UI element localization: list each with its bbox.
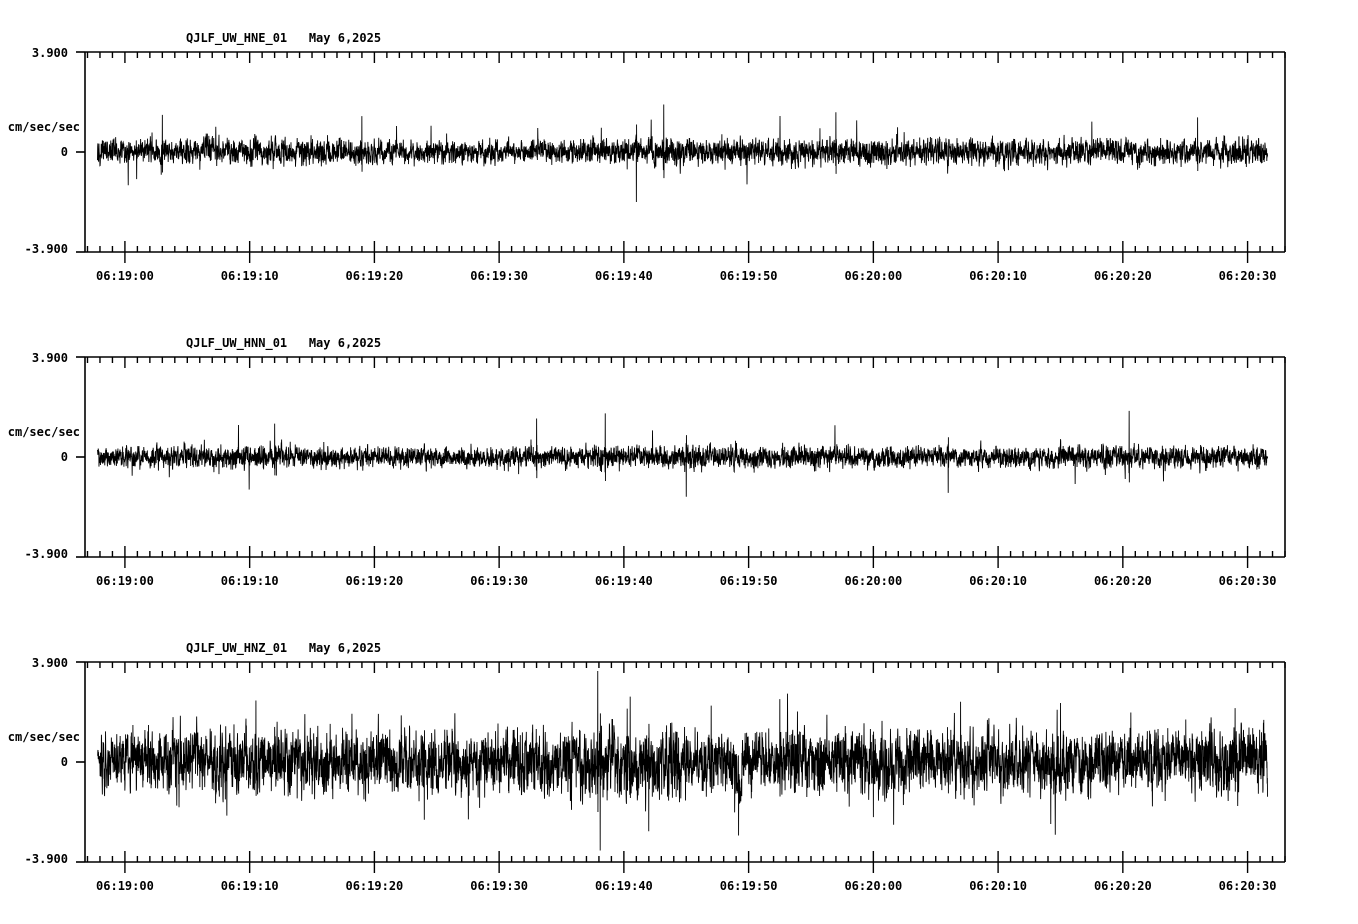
svg-text:06:20:30: 06:20:30	[1219, 269, 1277, 283]
y-tick-bottom-hnn: -3.900	[24, 547, 68, 561]
svg-text:06:19:20: 06:19:20	[345, 574, 403, 588]
svg-text:06:19:50: 06:19:50	[720, 269, 778, 283]
y-axis-units-hne: cm/sec/sec	[7, 120, 80, 134]
svg-text:06:20:30: 06:20:30	[1219, 574, 1277, 588]
svg-text:06:19:40: 06:19:40	[595, 879, 653, 893]
y-tick-bottom-hnz: -3.900	[24, 852, 68, 866]
y-tick-top-hnz: 3.900	[31, 656, 68, 670]
y-tick-mid-hnn: 0	[60, 450, 68, 464]
svg-text:06:19:00: 06:19:00	[96, 269, 154, 283]
plot-area-hnz: 06:19:00 06:19:10 06:19:20 06:19:30 06:19:40…	[76, 661, 1286, 893]
svg-text:06:19:00: 06:19:00	[96, 574, 154, 588]
svg-text:06:20:20: 06:20:20	[1094, 879, 1152, 893]
svg-text:06:19:10: 06:19:10	[221, 879, 279, 893]
svg-text:06:19:30: 06:19:30	[470, 269, 528, 283]
seismogram-panel-hnz: QJLF_UW_HNZ_01 May 6,2025 cm/sec/sec 3.9…	[0, 610, 1358, 920]
panel-title-hne: QJLF_UW_HNE_01 May 6,2025	[186, 31, 382, 45]
svg-text:06:19:30: 06:19:30	[470, 574, 528, 588]
y-axis-units-hnz: cm/sec/sec	[7, 730, 80, 744]
panel-title-hnn: QJLF_UW_HNN_01 May 6,2025	[186, 336, 382, 350]
svg-text:06:20:10: 06:20:10	[969, 879, 1027, 893]
svg-text:06:19:40: 06:19:40	[595, 269, 653, 283]
svg-text:06:20:20: 06:20:20	[1094, 269, 1152, 283]
svg-text:06:19:30: 06:19:30	[470, 879, 528, 893]
svg-text:06:19:50: 06:19:50	[720, 879, 778, 893]
svg-text:06:19:40: 06:19:40	[595, 574, 653, 588]
seismogram-panel-hnn: QJLF_UW_HNN_01 May 6,2025 cm/sec/sec 3.9…	[0, 305, 1358, 605]
svg-text:06:19:20: 06:19:20	[345, 269, 403, 283]
y-axis-units-hnn: cm/sec/sec	[7, 425, 80, 439]
plot-area-hne: 06:19:00 06:19:10 06:19:20 06:19:30 06:19:40…	[76, 51, 1286, 283]
svg-text:06:19:10: 06:19:10	[221, 574, 279, 588]
y-tick-top-hne: 3.900	[31, 46, 68, 60]
svg-text:06:20:00: 06:20:00	[844, 574, 902, 588]
y-tick-mid-hnz: 0	[60, 755, 68, 769]
seismogram-panel-hne: QJLF_UW_HNE_01 May 6,2025 cm/sec/sec 3.9…	[0, 0, 1358, 300]
y-tick-mid-hne: 0	[60, 145, 68, 159]
svg-text:06:20:30: 06:20:30	[1219, 879, 1277, 893]
svg-text:06:20:20: 06:20:20	[1094, 574, 1152, 588]
y-tick-bottom-hne: -3.900	[24, 242, 68, 256]
svg-text:06:20:10: 06:20:10	[969, 574, 1027, 588]
svg-text:06:20:10: 06:20:10	[969, 269, 1027, 283]
y-tick-top-hnn: 3.900	[31, 351, 68, 365]
svg-text:06:20:00: 06:20:00	[844, 269, 902, 283]
svg-text:06:19:00: 06:19:00	[96, 879, 154, 893]
svg-text:06:19:10: 06:19:10	[221, 269, 279, 283]
plot-area-hnn: 06:19:00 06:19:10 06:19:20 06:19:30 06:19:40…	[76, 356, 1286, 588]
svg-text:06:19:20: 06:19:20	[345, 879, 403, 893]
panel-title-hnz: QJLF_UW_HNZ_01 May 6,2025	[186, 641, 382, 655]
svg-text:06:19:50: 06:19:50	[720, 574, 778, 588]
svg-text:06:20:00: 06:20:00	[844, 879, 902, 893]
